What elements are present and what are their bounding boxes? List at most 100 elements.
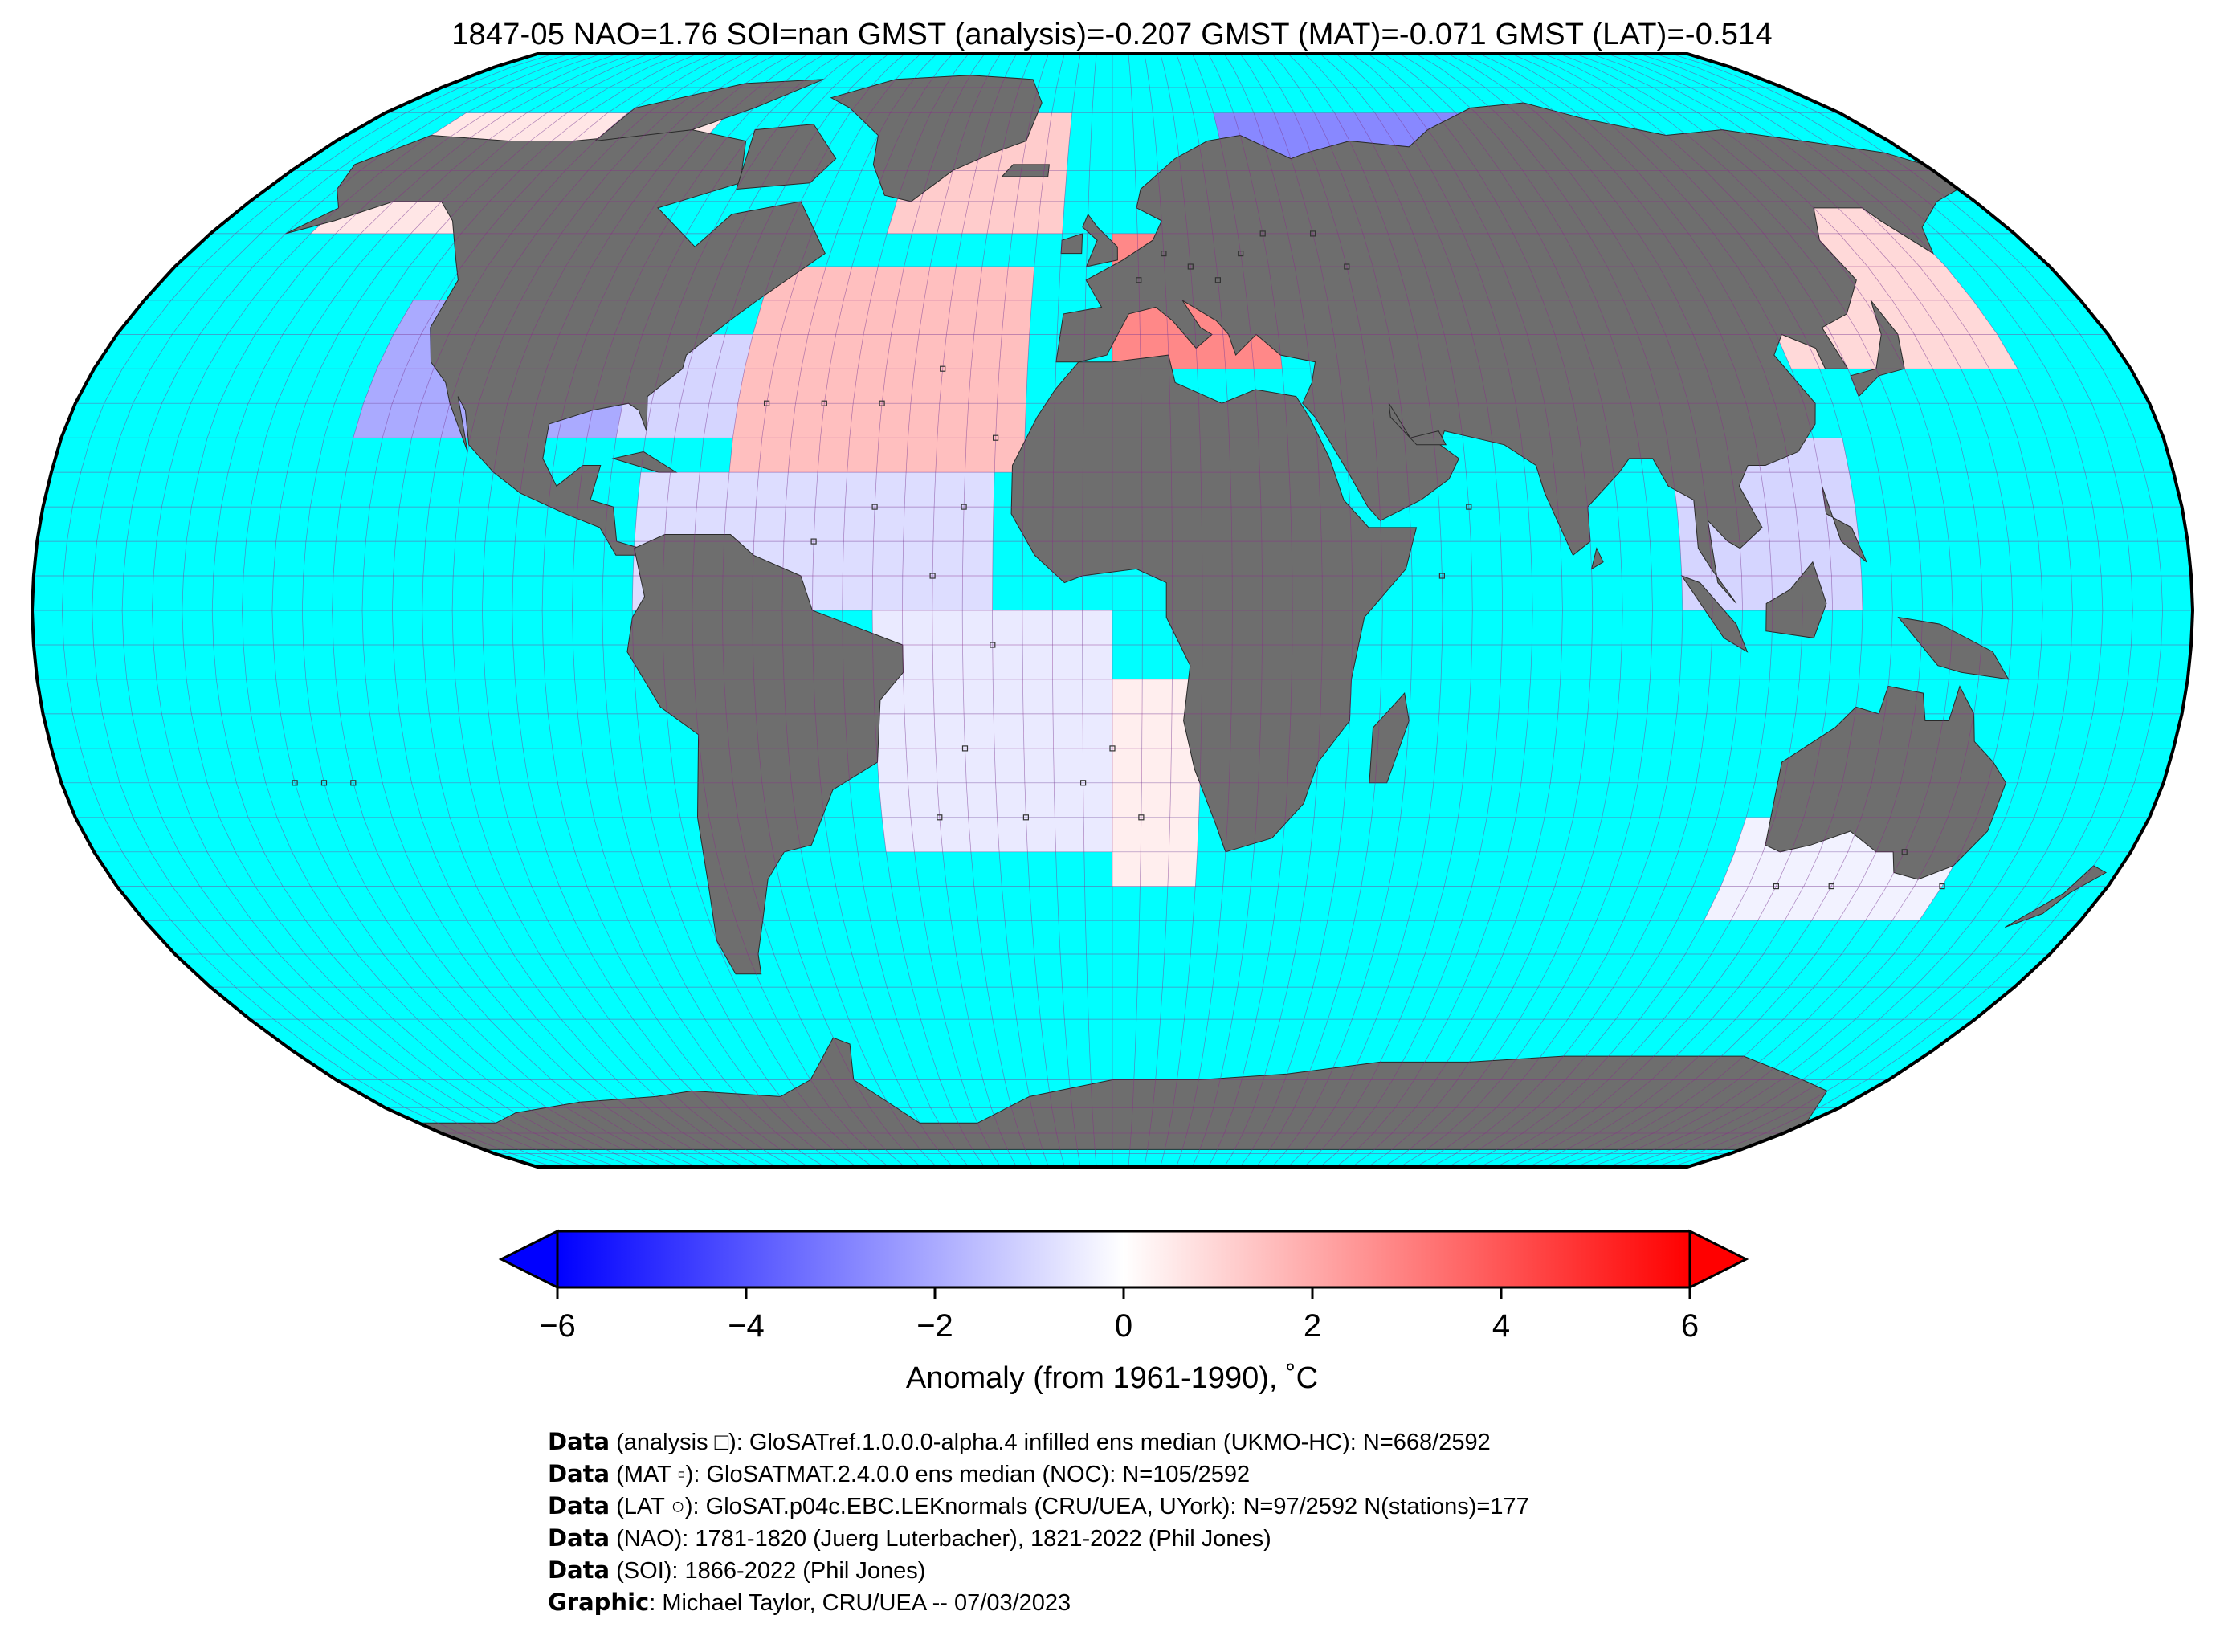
anomaly-cell: [847, 438, 879, 473]
anomaly-cell: [635, 507, 667, 542]
station-marker: [937, 814, 943, 821]
anomaly-cell: [1083, 748, 1112, 783]
anomaly-cell: [937, 201, 969, 234]
anomaly-cell: [910, 369, 943, 404]
anomaly-cell: [969, 170, 999, 202]
credit-key: Data: [548, 1524, 610, 1552]
colorbar-extend-low: [498, 1229, 559, 1290]
anomaly-cell: [939, 817, 971, 852]
anomaly-cell: [912, 201, 945, 234]
credits-block: Data (analysis □): GloSATref.1.0.0.0-alp…: [548, 1426, 1529, 1618]
station-marker: [879, 400, 885, 406]
anomaly-cell: [939, 369, 971, 404]
anomaly-cell: [773, 334, 809, 369]
anomaly-cell: [1354, 112, 1393, 141]
anomaly-cell: [902, 645, 933, 679]
anomaly-cell: [1814, 233, 1868, 267]
anomaly-cell: [818, 438, 850, 473]
anomaly-cell: [1748, 851, 1792, 887]
anomaly-cell: [962, 541, 994, 576]
anomaly-cell: [902, 610, 933, 645]
anomaly-cell: [753, 300, 790, 335]
credit-line: Data (NAO): 1781-1820 (Juerg Luterbacher…: [548, 1522, 1529, 1554]
station-marker: [1138, 814, 1145, 821]
anomaly-cell: [995, 782, 1026, 818]
anomaly-cell: [465, 112, 527, 141]
anomaly-cell: [1314, 112, 1350, 141]
anomaly-cell: [875, 713, 907, 748]
station-marker: [1022, 814, 1030, 821]
anomaly-cell: [667, 472, 700, 508]
anomaly-cell: [696, 472, 729, 508]
anomaly-cell: [737, 369, 773, 404]
anomaly-cell: [965, 438, 996, 473]
anomaly-cell: [645, 403, 680, 438]
station-marker: [1466, 504, 1472, 510]
anomaly-cell: [932, 507, 965, 542]
anomaly-cell: [1841, 267, 1892, 300]
anomaly-cell: [863, 300, 898, 335]
anomaly-cell: [934, 472, 965, 508]
anomaly-cell: [1863, 233, 1920, 267]
anomaly-cell: [843, 267, 879, 300]
anomaly-cell: [951, 267, 982, 300]
anomaly-cell: [1709, 541, 1742, 576]
anomaly-cell: [1052, 645, 1083, 679]
anomaly-cell: [766, 369, 802, 404]
anomaly-cell: [942, 334, 974, 369]
anomaly-cell: [393, 300, 440, 335]
anomaly-cell: [1141, 817, 1170, 852]
anomaly-cell: [993, 679, 1023, 714]
anomaly-cell: [732, 403, 767, 438]
credit-text: (SOI): 1866-2022 (Phil Jones): [610, 1558, 926, 1584]
anomaly-cell: [824, 369, 858, 404]
anomaly-cell: [530, 112, 588, 141]
anomaly-cell: [992, 170, 1022, 202]
credit-key: Graphic: [548, 1589, 650, 1616]
colorbar-tick-label: 0: [1115, 1308, 1132, 1344]
anomaly-cell: [876, 438, 908, 473]
anomaly-cell: [726, 472, 759, 508]
anomaly-cell: [508, 112, 567, 141]
colorbar-tick-label: 6: [1681, 1308, 1699, 1344]
anomaly-cell: [1731, 886, 1777, 921]
land-borneo: [1765, 561, 1827, 638]
credit-key: Data: [548, 1492, 610, 1519]
credit-line: Data (SOI): 1866-2022 (Phil Jones): [548, 1554, 1529, 1586]
anomaly-cell: [552, 112, 608, 141]
anomaly-cell: [1765, 507, 1800, 542]
colorbar-tick-label: 4: [1492, 1308, 1510, 1344]
anomaly-cell: [897, 267, 930, 300]
anomaly-cell: [1831, 334, 1876, 369]
anomaly-cell: [908, 782, 940, 818]
anomaly-cell: [1054, 782, 1084, 818]
station-marker: [990, 642, 996, 648]
colorbar-gradient: [556, 1230, 1691, 1289]
anomaly-cell: [1919, 300, 1970, 335]
anomaly-cell: [1776, 334, 1820, 369]
anomaly-cell: [1807, 201, 1864, 234]
anomaly-cell: [910, 817, 943, 852]
anomaly-cell: [1169, 782, 1201, 818]
anomaly-cell: [934, 713, 965, 748]
anomaly-cell: [422, 112, 487, 141]
anomaly-cell: [377, 334, 422, 369]
anomaly-cell: [963, 507, 994, 542]
anomaly-cell: [1889, 233, 1946, 267]
anomaly-cell: [1942, 334, 1989, 369]
anomaly-cell: [1083, 713, 1112, 748]
anomaly-cell: [842, 576, 873, 610]
anomaly-cell: [1375, 112, 1414, 141]
anomaly-cell: [1799, 541, 1832, 576]
anomaly-cell: [1082, 679, 1112, 714]
station-marker: [350, 780, 357, 786]
station-marker: [1939, 883, 1945, 890]
station-marker: [1161, 251, 1167, 257]
anomaly-cell: [849, 403, 883, 438]
land-north-america: [285, 129, 826, 556]
anomaly-cell: [904, 472, 936, 508]
anomaly-cell: [1734, 817, 1775, 852]
anomaly-cell: [795, 369, 830, 404]
anomaly-cell: [906, 438, 937, 473]
anomaly-cell: [1740, 541, 1772, 576]
